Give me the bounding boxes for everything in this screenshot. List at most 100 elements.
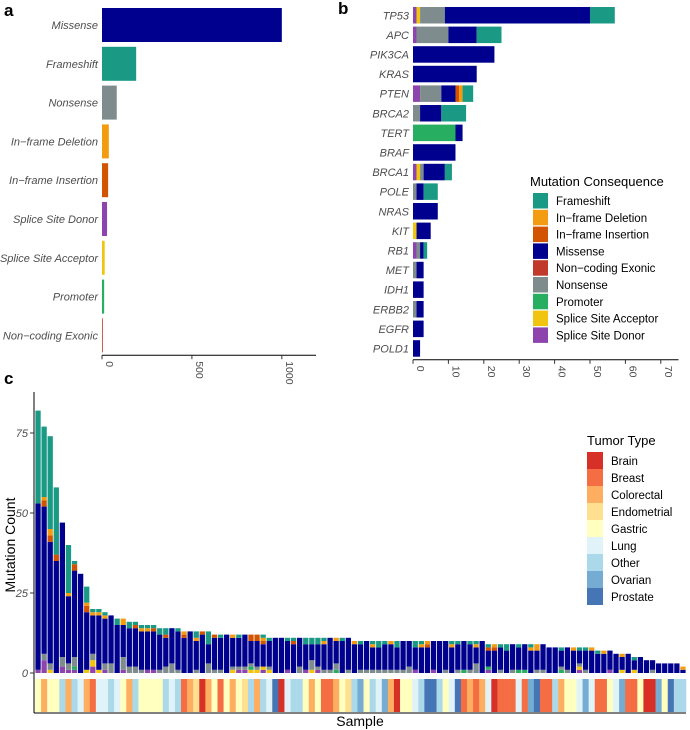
tumor-type-cell-gastric — [156, 679, 164, 712]
sample-bar-segment-missense — [546, 647, 552, 673]
sample-bar-segment-missense — [108, 615, 114, 664]
sample-bar-segment-splice-site-donor — [35, 669, 41, 673]
sample-bar-segment-splice-site-acceptor — [96, 669, 102, 673]
sample-bar-segment-frameshift — [503, 644, 510, 651]
sample-bar-segment-splice-site-donor — [430, 669, 437, 673]
tumor-type-cell-breast — [509, 679, 516, 712]
sample-bar-segment-in-frame-deletion — [144, 628, 151, 632]
gene-label: RB1 — [388, 245, 409, 257]
tumor-type-cell-other — [296, 679, 304, 712]
category-label: In−frame Deletion — [11, 136, 98, 148]
tumor-type-cell-lung — [266, 679, 273, 712]
sample-bar-segment-missense — [345, 637, 351, 670]
tumor-type-cell-brain — [199, 679, 206, 712]
sample-bar-segment-missense — [680, 669, 686, 673]
sample-bar-segment-missense — [668, 663, 674, 673]
sample-bar-segment-in-frame-deletion — [424, 641, 431, 645]
category-label: Splice Site Acceptor — [0, 253, 99, 265]
tumor-type-cell-gastric — [314, 679, 322, 712]
sample-bar-segment-splice-site-acceptor — [309, 669, 315, 673]
tumor-type-cell-other — [162, 679, 170, 712]
sample-bar-segment-missense — [516, 647, 522, 670]
sample-bar-segment-in-frame-deletion — [102, 615, 108, 619]
sample-bar-segment-nonsense — [126, 666, 132, 673]
tumor-type-cell-colorectal — [65, 679, 72, 712]
x-tick-label: 0 — [414, 366, 426, 372]
sample-bar-segment-nonsense — [473, 663, 479, 673]
legend-label: Splice Site Acceptor — [556, 314, 658, 326]
sample-bar-segment-nonsense — [297, 666, 303, 673]
tumor-type-cell-gastric — [606, 679, 614, 712]
sample-bar-segment-in-frame-deletion — [680, 666, 686, 670]
bar-segment-nonsense — [420, 163, 424, 181]
tumor-type-cell-colorectal — [254, 679, 261, 712]
sample-bar-segment-nonsense — [376, 669, 382, 673]
legend-label: Brain — [611, 456, 638, 468]
tumor-type-cell-breast — [594, 679, 602, 712]
sample-bar-segment-missense — [418, 647, 424, 673]
tumor-type-cell-endometrial — [193, 679, 200, 712]
tumor-type-cell-other — [71, 679, 78, 712]
tumor-type-cell-other — [132, 679, 139, 712]
sample-bar-segment-in-frame-insertion — [211, 634, 218, 638]
sample-bar-segment-promoter — [485, 666, 491, 670]
sample-bar-segment-nonsense — [558, 666, 564, 670]
legend-swatch-in-frame-deletion — [533, 209, 548, 226]
sample-bar-segment-missense — [607, 650, 613, 670]
panel-a-chart: Missense Frameshift Nonsense In−frame Delet… — [0, 8, 316, 385]
tumor-type-cell-lung — [114, 679, 121, 712]
sample-bar-segment-splice-site-donor — [260, 669, 266, 673]
sample-bar-segment-missense — [333, 641, 339, 664]
category-label: Nonsense — [48, 98, 98, 110]
tumor-type-cell-breast — [327, 679, 334, 712]
tumor-type-cell-breast — [521, 679, 529, 712]
bar-segment-splice-site-donor — [413, 85, 421, 102]
sample-bar-segment-frameshift — [205, 631, 212, 645]
sample-bar-segment-splice-site-acceptor — [576, 666, 583, 670]
sample-bar-segment-nonsense — [443, 669, 449, 673]
tumor-type-cell-other — [108, 679, 115, 712]
sample-bar-segment-nonsense — [400, 669, 406, 673]
sample-bar-segment-frameshift — [41, 426, 47, 497]
bar-segment-missense — [413, 46, 495, 63]
bar-segment-missense — [441, 85, 456, 102]
sample-bar-segment-missense — [230, 637, 236, 667]
tumor-type-cell-colorectal — [333, 679, 340, 712]
sample-bar-segment-splice-site-acceptor — [248, 669, 254, 673]
panel-b-legend-title: Mutation Consequence — [530, 174, 664, 189]
tumor-type-cell-brain — [649, 679, 656, 712]
sample-bar-segment-missense — [552, 647, 558, 673]
sample-bar-segment-missense — [236, 637, 242, 667]
sample-bar-segment-splice-site-donor — [71, 669, 78, 673]
sample-bar-segment-missense — [193, 641, 199, 670]
bar-segment-nonsense — [420, 7, 445, 24]
sample-bar-segment-nonsense — [394, 669, 400, 673]
sample-bar-segment-frameshift — [315, 637, 321, 645]
sample-bar-segment-nonsense — [455, 669, 461, 673]
tumor-type-cell-colorectal — [558, 679, 565, 712]
tumor-type-cell-gastric — [661, 679, 669, 712]
tumor-type-cell-gastric — [150, 679, 157, 712]
sample-bar-segment-nonsense — [41, 653, 47, 661]
x-tick-label: 70 — [662, 366, 674, 378]
sample-bar-segment-in-frame-deletion — [589, 647, 595, 651]
sample-bar-segment-splice-site-donor — [303, 669, 309, 673]
legend-label: Prostate — [611, 592, 654, 604]
legend-swatch-splice-site-acceptor — [533, 310, 548, 327]
sample-bar-segment-in-frame-deletion — [528, 647, 534, 651]
sample-bar-segment-splice-site-donor — [102, 669, 108, 673]
sample-bar-segment-in-frame-insertion — [248, 634, 254, 641]
panel-c-legend-title: Tumor Type — [587, 433, 656, 448]
sample-bar-segment-in-frame-deletion — [370, 644, 376, 648]
sample-bar-segment-missense — [662, 663, 668, 673]
panel-label-a: a — [4, 1, 14, 20]
sample-bar-segment-frameshift — [576, 647, 583, 651]
sample-bar-segment-in-frame-insertion — [260, 641, 266, 645]
sample-bar-segment-in-frame-deletion — [90, 612, 96, 616]
sample-bar-segment-missense — [163, 637, 169, 667]
tumor-type-cell-other — [673, 679, 681, 712]
bar-segment-frameshift — [590, 7, 615, 24]
sample-bar-segment-splice-site-donor — [315, 669, 321, 673]
bar-segment-nonsense — [416, 26, 449, 44]
tumor-type-cell-gastric — [400, 679, 407, 712]
